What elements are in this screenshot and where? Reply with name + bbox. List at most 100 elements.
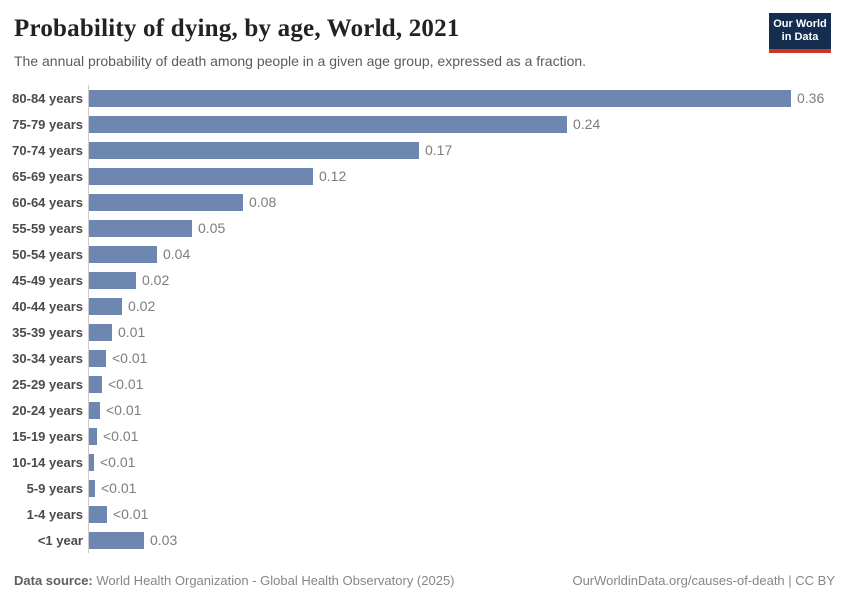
- bar[interactable]: [89, 297, 122, 315]
- data-source-label: Data source:: [14, 573, 93, 588]
- bar[interactable]: [89, 271, 136, 289]
- value-label: <0.01: [108, 376, 144, 392]
- category-label: 35-39 years: [12, 324, 83, 340]
- bar-area: <0.01: [89, 449, 135, 475]
- bar[interactable]: [89, 115, 567, 133]
- bar[interactable]: [89, 427, 97, 445]
- category-label: 40-44 years: [12, 298, 83, 314]
- bar-area: <0.01: [89, 423, 138, 449]
- value-label: <0.01: [103, 428, 139, 444]
- chart-row: 60-64 years 0.08: [0, 189, 850, 215]
- value-label: <0.01: [100, 454, 136, 470]
- bar[interactable]: [89, 219, 192, 237]
- owid-logo-red-strip: [769, 49, 831, 53]
- value-label: 0.24: [573, 116, 601, 132]
- bar-area: 0.05: [89, 215, 225, 241]
- bar-area: 0.04: [89, 241, 190, 267]
- category-label: 70-74 years: [12, 142, 83, 158]
- chart-footer: Data source: World Health Organization -…: [14, 573, 835, 588]
- value-label: 0.01: [118, 324, 146, 340]
- chart-row: 20-24 years <0.01: [0, 397, 850, 423]
- chart-row: 50-54 years 0.04: [0, 241, 850, 267]
- chart-row: 25-29 years <0.01: [0, 371, 850, 397]
- chart-row: 1-4 years <0.01: [0, 501, 850, 527]
- category-label: 80-84 years: [12, 90, 83, 106]
- chart-rows: 80-84 years 0.36 75-79 years 0.24 70-74 year…: [0, 85, 850, 553]
- value-label: <0.01: [106, 402, 142, 418]
- data-source: Data source: World Health Organization -…: [14, 573, 455, 588]
- bar[interactable]: [89, 167, 313, 185]
- bar[interactable]: [89, 375, 102, 393]
- bar-chart: 80-84 years 0.36 75-79 years 0.24 70-74 year…: [0, 85, 850, 553]
- category-label: 15-19 years: [12, 428, 83, 444]
- chart-row: 30-34 years <0.01: [0, 345, 850, 371]
- bar-area: <0.01: [89, 345, 147, 371]
- chart-row: 40-44 years 0.02: [0, 293, 850, 319]
- bar-area: 0.02: [89, 293, 155, 319]
- category-label: <1 year: [37, 532, 83, 548]
- bar[interactable]: [89, 505, 107, 523]
- bar-area: <0.01: [89, 475, 136, 501]
- bar-area: <0.01: [89, 501, 148, 527]
- value-label: 0.08: [249, 194, 277, 210]
- bar-area: <0.01: [89, 397, 141, 423]
- value-label: 0.36: [797, 90, 825, 106]
- category-label: 45-49 years: [12, 272, 83, 288]
- owid-logo-line2: in Data: [781, 31, 819, 43]
- bar-area: 0.24: [89, 111, 600, 137]
- category-label: 75-79 years: [12, 116, 83, 132]
- bar[interactable]: [89, 141, 419, 159]
- category-label: 20-24 years: [12, 402, 83, 418]
- owid-logo-box: Our World in Data: [769, 13, 831, 49]
- chart-row: 45-49 years 0.02: [0, 267, 850, 293]
- value-label: <0.01: [101, 480, 137, 496]
- bar-area: 0.36: [89, 85, 824, 111]
- chart-row: 75-79 years 0.24: [0, 111, 850, 137]
- value-label: 0.04: [163, 246, 191, 262]
- chart-row: 15-19 years <0.01: [0, 423, 850, 449]
- value-label: 0.05: [198, 220, 226, 236]
- y-axis-line: [88, 85, 89, 553]
- category-label: 60-64 years: [12, 194, 83, 210]
- chart-row: 10-14 years <0.01: [0, 449, 850, 475]
- bar[interactable]: [89, 453, 94, 471]
- category-label: 5-9 years: [26, 480, 83, 496]
- bar[interactable]: [89, 323, 112, 341]
- bar[interactable]: [89, 531, 144, 549]
- value-label: 0.03: [150, 532, 178, 548]
- chart-row: 80-84 years 0.36: [0, 85, 850, 111]
- category-label: 30-34 years: [12, 350, 83, 366]
- category-label: 10-14 years: [12, 454, 83, 470]
- data-source-text: World Health Organization - Global Healt…: [92, 573, 455, 588]
- chart-row: 5-9 years <0.01: [0, 475, 850, 501]
- value-label: 0.12: [319, 168, 347, 184]
- bar-area: 0.03: [89, 527, 177, 553]
- bar-area: 0.01: [89, 319, 145, 345]
- citation-link[interactable]: OurWorldinData.org/causes-of-death | CC …: [572, 573, 835, 588]
- bar[interactable]: [89, 245, 157, 263]
- category-label: 50-54 years: [12, 246, 83, 262]
- chart-row: 70-74 years 0.17: [0, 137, 850, 163]
- category-label: 55-59 years: [12, 220, 83, 236]
- page-title: Probability of dying, by age, World, 202…: [14, 15, 460, 42]
- bar-area: 0.12: [89, 163, 346, 189]
- chart-row: 65-69 years 0.12: [0, 163, 850, 189]
- bar-area: <0.01: [89, 371, 143, 397]
- bar[interactable]: [89, 401, 100, 419]
- category-label: 65-69 years: [12, 168, 83, 184]
- page-subtitle: The annual probability of death among pe…: [14, 53, 587, 69]
- bar-area: 0.17: [89, 137, 452, 163]
- bar[interactable]: [89, 193, 243, 211]
- owid-logo[interactable]: Our World in Data: [769, 13, 831, 53]
- value-label: 0.17: [425, 142, 453, 158]
- bar[interactable]: [89, 89, 791, 107]
- bar[interactable]: [89, 479, 95, 497]
- value-label: 0.02: [142, 272, 170, 288]
- value-label: 0.02: [128, 298, 156, 314]
- category-label: 1-4 years: [26, 506, 83, 522]
- owid-logo-line1: Our World: [773, 18, 827, 30]
- bar[interactable]: [89, 349, 106, 367]
- value-label: <0.01: [113, 506, 149, 522]
- value-label: <0.01: [112, 350, 148, 366]
